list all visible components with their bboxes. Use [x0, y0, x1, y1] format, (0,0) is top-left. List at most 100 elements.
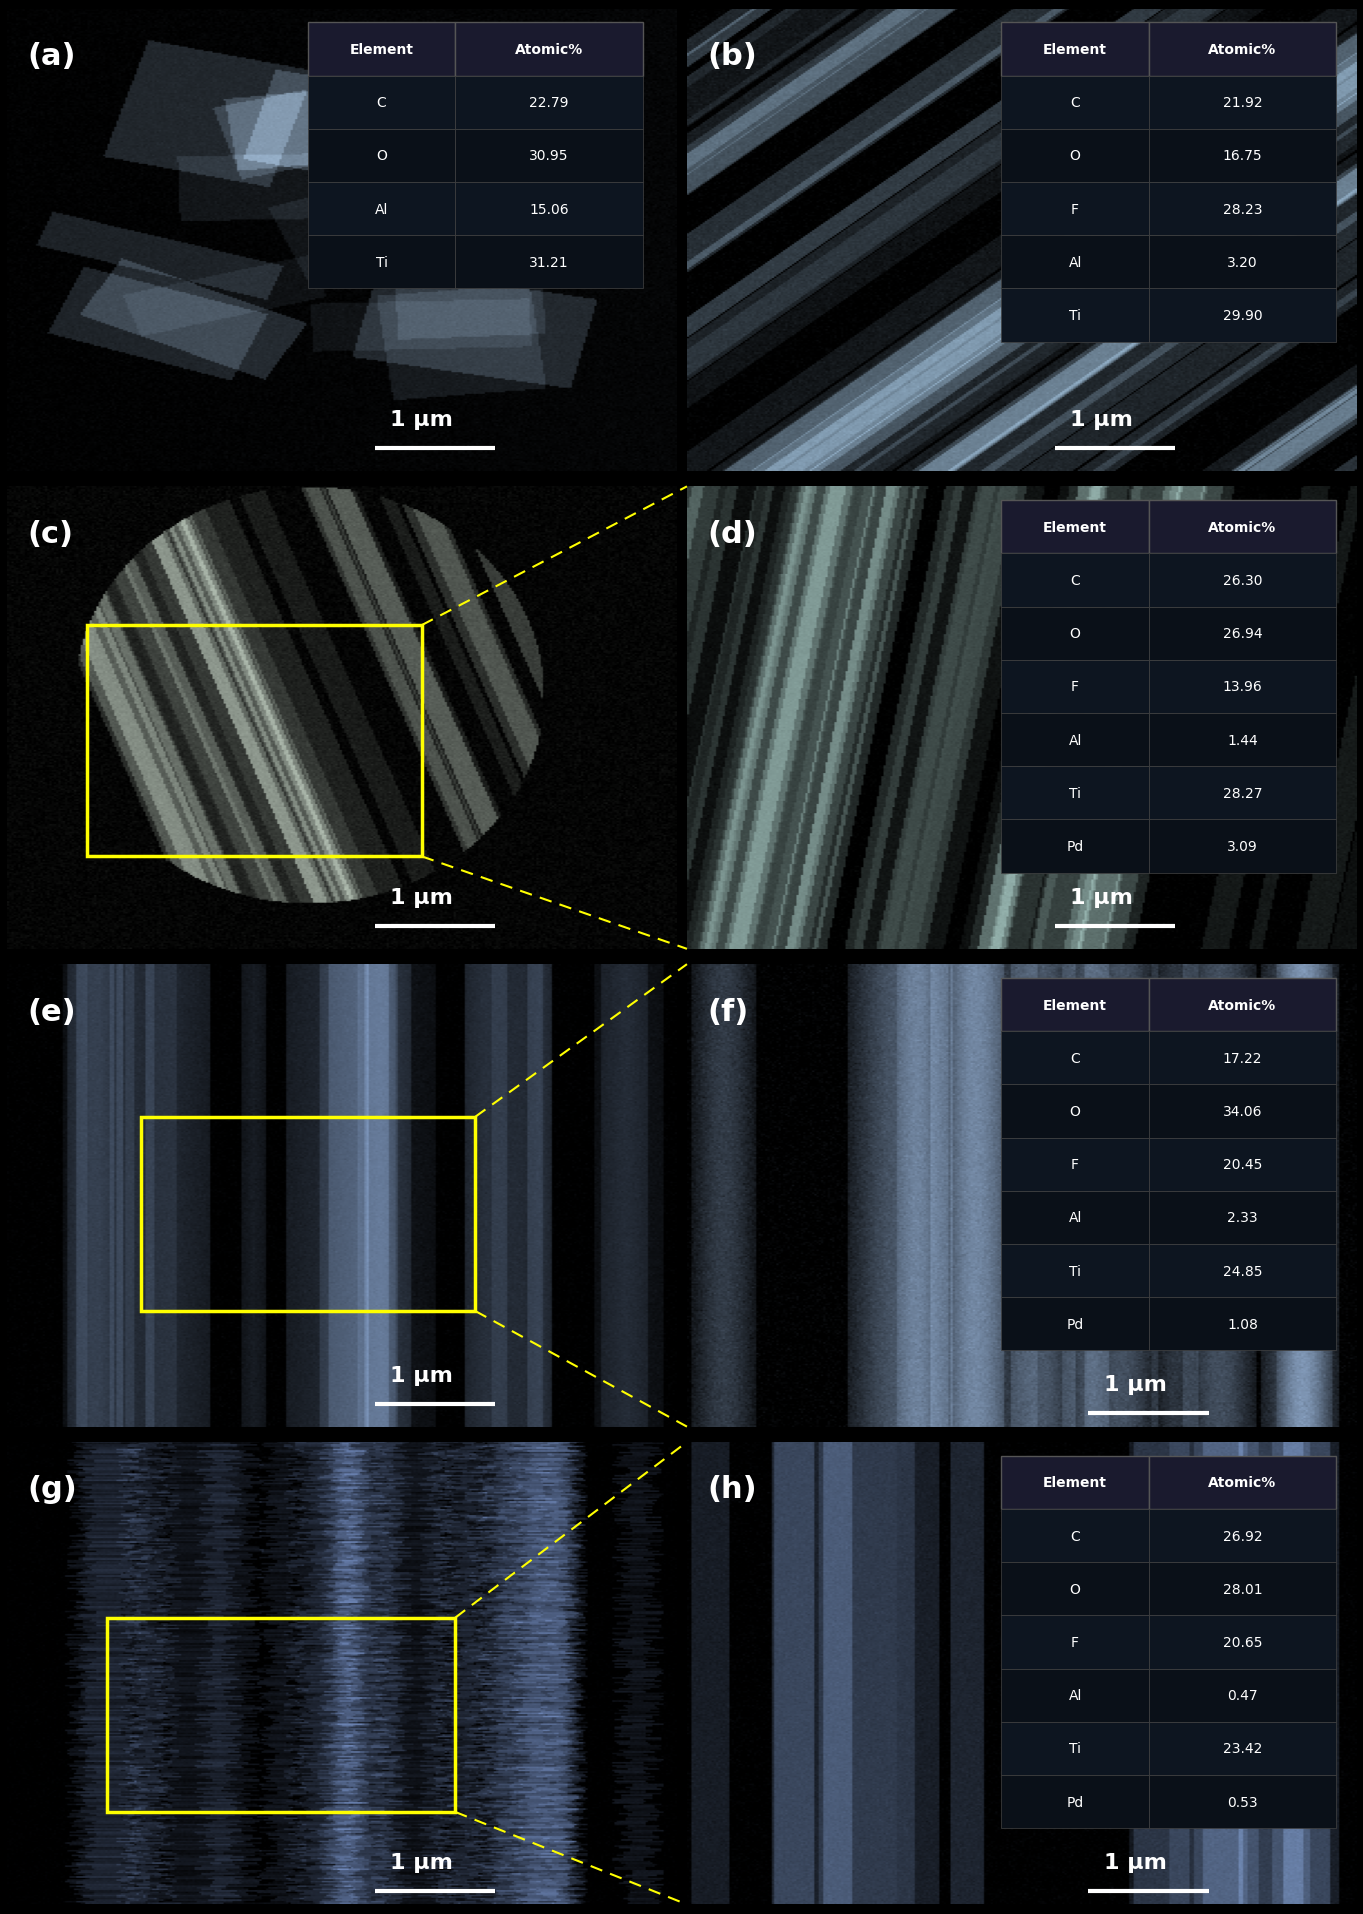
Text: 1 μm: 1 μm — [390, 410, 453, 431]
Text: Element: Element — [1043, 521, 1107, 534]
Text: (h): (h) — [707, 1474, 756, 1504]
Bar — [1149, 1298, 1336, 1351]
Text: F: F — [1071, 203, 1079, 216]
Bar — [1149, 1032, 1336, 1085]
Bar — [455, 235, 642, 289]
Text: (f): (f) — [707, 997, 748, 1026]
Text: Al: Al — [1069, 256, 1082, 270]
Bar — [308, 130, 455, 184]
Text: F: F — [1071, 1635, 1079, 1650]
Bar — [1002, 1298, 1149, 1351]
Text: (c): (c) — [27, 519, 72, 549]
Bar — [1002, 1085, 1149, 1139]
Text: (d): (d) — [707, 519, 756, 549]
Bar — [1002, 1191, 1149, 1244]
Bar — [87, 626, 421, 857]
Text: 0.53: 0.53 — [1227, 1795, 1258, 1809]
Text: 29.90: 29.90 — [1223, 308, 1262, 323]
Text: 31.21: 31.21 — [529, 256, 568, 270]
Bar — [1002, 978, 1149, 1032]
Text: 1.44: 1.44 — [1227, 733, 1258, 746]
Text: (b): (b) — [707, 42, 756, 71]
Bar — [1002, 819, 1149, 873]
Bar — [1149, 978, 1336, 1032]
Bar — [108, 1617, 455, 1813]
Bar — [1149, 501, 1336, 555]
Text: O: O — [1070, 149, 1081, 163]
Text: (e): (e) — [27, 997, 75, 1026]
Text: 24.85: 24.85 — [1223, 1263, 1262, 1279]
Bar — [1002, 660, 1149, 714]
Bar — [1002, 1669, 1149, 1723]
Bar — [1002, 77, 1149, 130]
Bar — [1149, 660, 1336, 714]
Text: 13.96: 13.96 — [1223, 679, 1262, 695]
Bar — [1149, 184, 1336, 235]
Bar — [1149, 23, 1336, 77]
Text: Element: Element — [349, 42, 413, 57]
Bar — [1002, 1032, 1149, 1085]
Text: C: C — [1070, 1529, 1079, 1543]
Text: 1 μm: 1 μm — [390, 1365, 453, 1386]
Text: 1 μm: 1 μm — [1104, 1374, 1167, 1395]
Text: Element: Element — [1043, 1476, 1107, 1489]
Text: C: C — [1070, 1051, 1079, 1066]
Bar — [1149, 1191, 1336, 1244]
Bar — [1149, 77, 1336, 130]
Text: 3.20: 3.20 — [1227, 256, 1258, 270]
Text: Al: Al — [375, 203, 388, 216]
Text: Al: Al — [1069, 1688, 1082, 1702]
Bar — [1002, 184, 1149, 235]
Text: C: C — [376, 96, 387, 111]
Text: Atomic%: Atomic% — [1208, 521, 1277, 534]
Bar — [308, 235, 455, 289]
Bar — [1002, 768, 1149, 819]
Bar — [1149, 607, 1336, 660]
Text: (g): (g) — [27, 1474, 76, 1504]
Text: Pd: Pd — [1066, 1317, 1084, 1330]
Text: 1 μm: 1 μm — [1070, 888, 1133, 907]
Text: F: F — [1071, 679, 1079, 695]
Text: Pd: Pd — [1066, 1795, 1084, 1809]
Text: Ti: Ti — [1069, 1742, 1081, 1755]
Text: Atomic%: Atomic% — [1208, 1476, 1277, 1489]
Bar — [1002, 289, 1149, 343]
Text: 21.92: 21.92 — [1223, 96, 1262, 111]
Bar — [455, 77, 642, 130]
Bar — [308, 23, 455, 77]
Bar — [1149, 1244, 1336, 1298]
Bar — [1149, 714, 1336, 768]
Bar — [1002, 1139, 1149, 1191]
Bar — [1149, 768, 1336, 819]
Bar — [1149, 1774, 1336, 1828]
Text: 1 μm: 1 μm — [390, 1853, 453, 1872]
Text: Element: Element — [1043, 42, 1107, 57]
Text: 34.06: 34.06 — [1223, 1104, 1262, 1118]
Text: C: C — [1070, 574, 1079, 588]
Text: Atomic%: Atomic% — [1208, 997, 1277, 1013]
Text: 26.94: 26.94 — [1223, 628, 1262, 641]
Text: O: O — [1070, 1104, 1081, 1118]
Bar — [455, 23, 642, 77]
Text: 16.75: 16.75 — [1223, 149, 1262, 163]
Text: 28.23: 28.23 — [1223, 203, 1262, 216]
Bar — [1149, 819, 1336, 873]
Bar — [1002, 1774, 1149, 1828]
Text: Atomic%: Atomic% — [1208, 42, 1277, 57]
Bar — [1002, 1510, 1149, 1562]
Bar — [1149, 1723, 1336, 1774]
Bar — [1149, 235, 1336, 289]
Bar — [1002, 235, 1149, 289]
Bar — [1149, 1562, 1336, 1615]
Bar — [1002, 1457, 1149, 1510]
Bar — [1002, 23, 1149, 77]
Bar — [455, 130, 642, 184]
Bar — [1149, 555, 1336, 607]
Text: C: C — [1070, 96, 1079, 111]
Text: 22.79: 22.79 — [529, 96, 568, 111]
Bar — [1149, 1615, 1336, 1669]
Text: Ti: Ti — [376, 256, 387, 270]
Text: 20.65: 20.65 — [1223, 1635, 1262, 1650]
Bar — [1149, 1085, 1336, 1139]
Text: 20.45: 20.45 — [1223, 1158, 1262, 1171]
